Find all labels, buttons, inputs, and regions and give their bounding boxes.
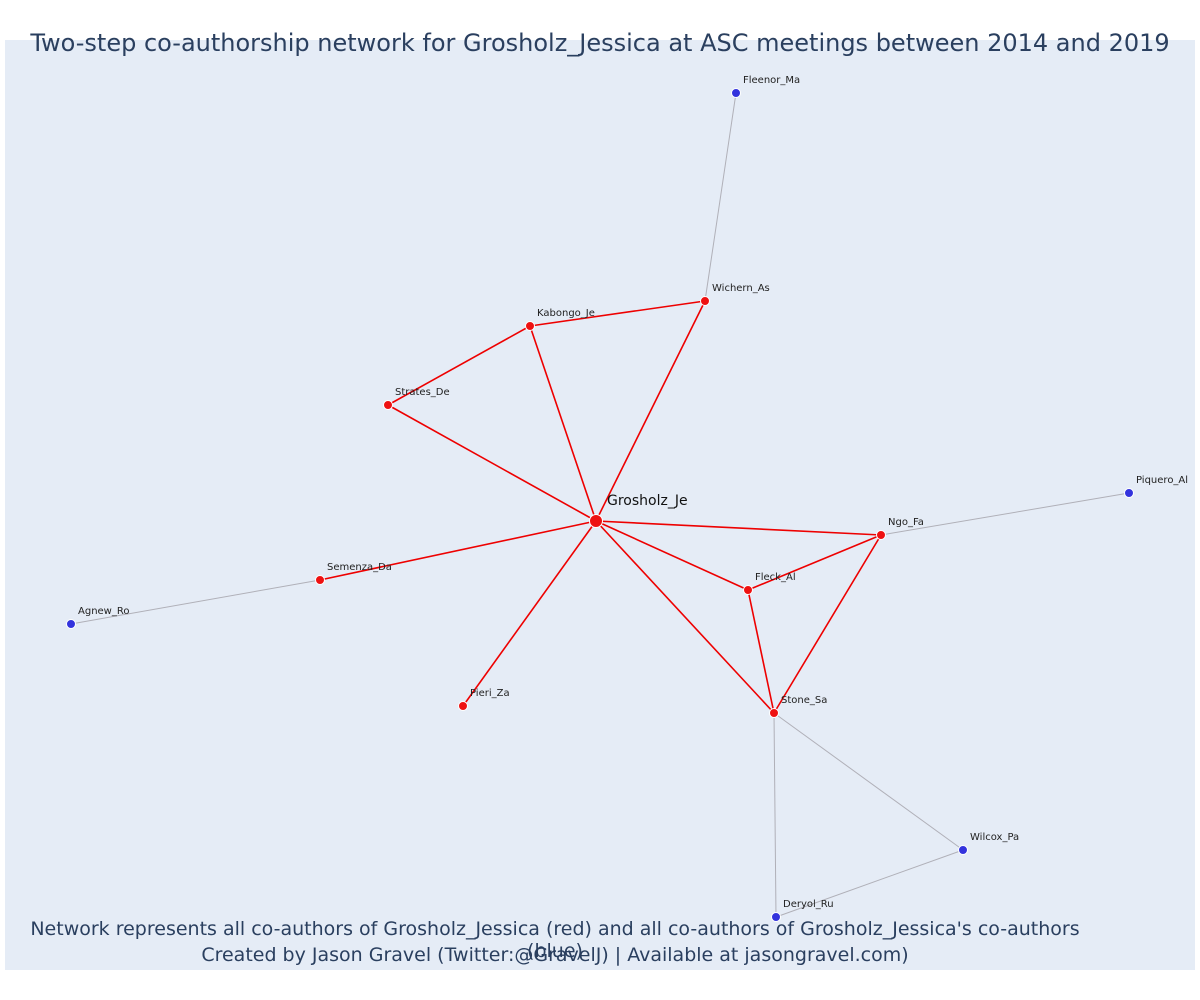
- edge-Grosholz_Je-Strates_De: [387, 404, 597, 522]
- node-Agnew_Ro[interactable]: [66, 619, 76, 629]
- node-Stone_Sa[interactable]: [769, 708, 779, 718]
- node-Grosholz_Je[interactable]: [589, 514, 603, 528]
- node-Kabongo_Je[interactable]: [525, 321, 535, 331]
- edge-Ngo_Fa-Stone_Sa: [773, 534, 882, 714]
- edge-Grosholz_Je-Kabongo_Je: [529, 325, 597, 522]
- node-Deryol_Ru[interactable]: [771, 912, 781, 922]
- edge-Fleck_Al-Ngo_Fa: [747, 534, 882, 591]
- node-label-Strates_De: Strates_De: [395, 387, 450, 398]
- node-label-Ngo_Fa: Ngo_Fa: [888, 517, 924, 528]
- node-label-Piquero_Al: Piquero_Al: [1136, 475, 1188, 486]
- node-Fleck_Al[interactable]: [743, 585, 753, 595]
- nodes-layer: [66, 88, 1134, 922]
- edge-Grosholz_Je-Ngo_Fa: [595, 520, 882, 536]
- edge-Kabongo_Je-Strates_De: [387, 325, 531, 406]
- node-Wichern_As[interactable]: [700, 296, 710, 306]
- node-label-Fleck_Al: Fleck_Al: [755, 572, 796, 583]
- edge-Grosholz_Je-Semenza_Da: [319, 520, 597, 581]
- edge-Wichern_As-Fleenor_Ma: [704, 92, 737, 302]
- edge-Fleck_Al-Stone_Sa: [747, 589, 775, 714]
- node-Piquero_Al[interactable]: [1124, 488, 1134, 498]
- node-label-Stone_Sa: Stone_Sa: [781, 695, 827, 706]
- node-Ngo_Fa[interactable]: [876, 530, 886, 540]
- node-label-Agnew_Ro: Agnew_Ro: [78, 606, 129, 617]
- node-label-Kabongo_Je: Kabongo_Je: [537, 308, 595, 319]
- node-Fleenor_Ma[interactable]: [731, 88, 741, 98]
- edge-Grosholz_Je-Wichern_As: [595, 300, 706, 522]
- labels-layer: Grosholz_Je Fleenor_Ma Wichern_As Kabongo_J…: [78, 75, 1188, 910]
- edge-Stone_Sa-Wilcox_Pa: [773, 712, 964, 851]
- caption-line-2: Created by Jason Gravel (Twitter:@Gravel…: [201, 944, 909, 966]
- edge-Semenza_Da-Agnew_Ro: [70, 579, 321, 625]
- node-Pieri_Za[interactable]: [458, 701, 468, 711]
- plot-area: Grosholz_Je Fleenor_Ma Wichern_As Kabongo_J…: [5, 40, 1195, 970]
- node-label-Pieri_Za: Pieri_Za: [470, 688, 510, 699]
- edge-Grosholz_Je-Stone_Sa: [595, 520, 775, 714]
- node-label-Wilcox_Pa: Wilcox_Pa: [970, 832, 1019, 843]
- node-label-Wichern_As: Wichern_As: [712, 283, 770, 294]
- node-Strates_De[interactable]: [383, 400, 393, 410]
- edges-layer: [70, 92, 1130, 918]
- edge-Stone_Sa-Deryol_Ru: [773, 712, 777, 918]
- edge-Grosholz_Je-Fleck_Al: [595, 520, 749, 591]
- edge-Ngo_Fa-Piquero_Al: [880, 492, 1130, 536]
- node-label-Semenza_Da: Semenza_Da: [327, 562, 392, 573]
- node-Wilcox_Pa[interactable]: [958, 845, 968, 855]
- caption-line-1: Network represents all co-authors of Gro…: [30, 918, 1080, 962]
- node-label-Grosholz_Je: Grosholz_Je: [607, 493, 688, 509]
- network-graph[interactable]: Grosholz_Je Fleenor_Ma Wichern_As Kabongo_J…: [5, 40, 1195, 970]
- edge-Grosholz_Je-Pieri_Za: [462, 520, 597, 707]
- node-label-Deryol_Ru: Deryol_Ru: [783, 899, 834, 910]
- edge-Wilcox_Pa-Deryol_Ru: [775, 849, 964, 918]
- chart-title: Two-step co-authorship network for Grosh…: [30, 29, 1170, 57]
- node-label-Fleenor_Ma: Fleenor_Ma: [743, 75, 800, 86]
- edge-Kabongo_Je-Wichern_As: [529, 300, 706, 327]
- node-Semenza_Da[interactable]: [315, 575, 325, 585]
